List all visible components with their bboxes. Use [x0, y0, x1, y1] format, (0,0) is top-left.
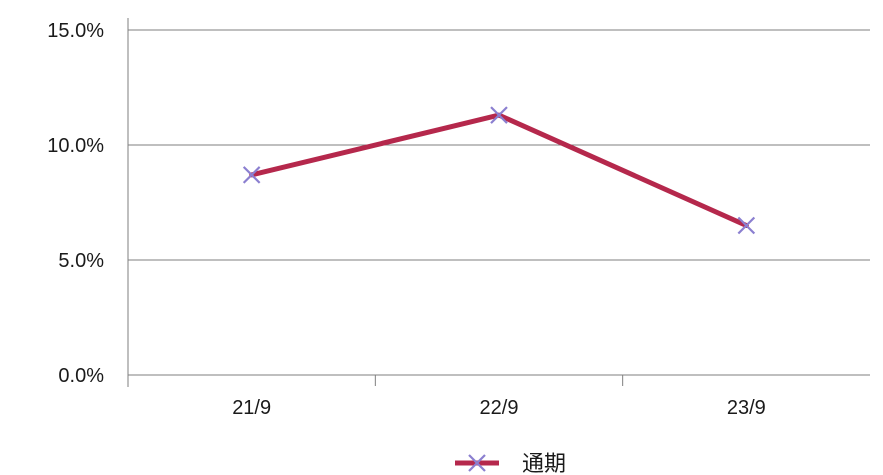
series-layer — [242, 106, 756, 235]
x-tick-label: 21/9 — [232, 397, 271, 419]
y-tick-label: 5.0% — [58, 250, 104, 272]
legend-marker-icon — [468, 454, 486, 472]
data-point-marker — [737, 216, 756, 235]
y-tick-label: 15.0% — [47, 20, 104, 42]
axis-layer: 0.0% 5.0% 10.0% 15.0% 21/9 22/9 23/9 — [47, 18, 870, 419]
grid-layer — [128, 29, 870, 261]
data-point-marker — [490, 106, 508, 124]
data-point-marker — [242, 166, 261, 184]
series-line — [249, 112, 749, 228]
legend-label: 通期 — [522, 452, 566, 475]
x-tick-label: 23/9 — [727, 397, 766, 419]
y-tick-label: 0.0% — [58, 365, 104, 387]
y-tick-label: 10.0% — [47, 135, 104, 157]
legend: 通期 — [455, 452, 566, 475]
legend-item: 通期 — [455, 452, 566, 475]
x-tick-label: 22/9 — [480, 397, 519, 419]
